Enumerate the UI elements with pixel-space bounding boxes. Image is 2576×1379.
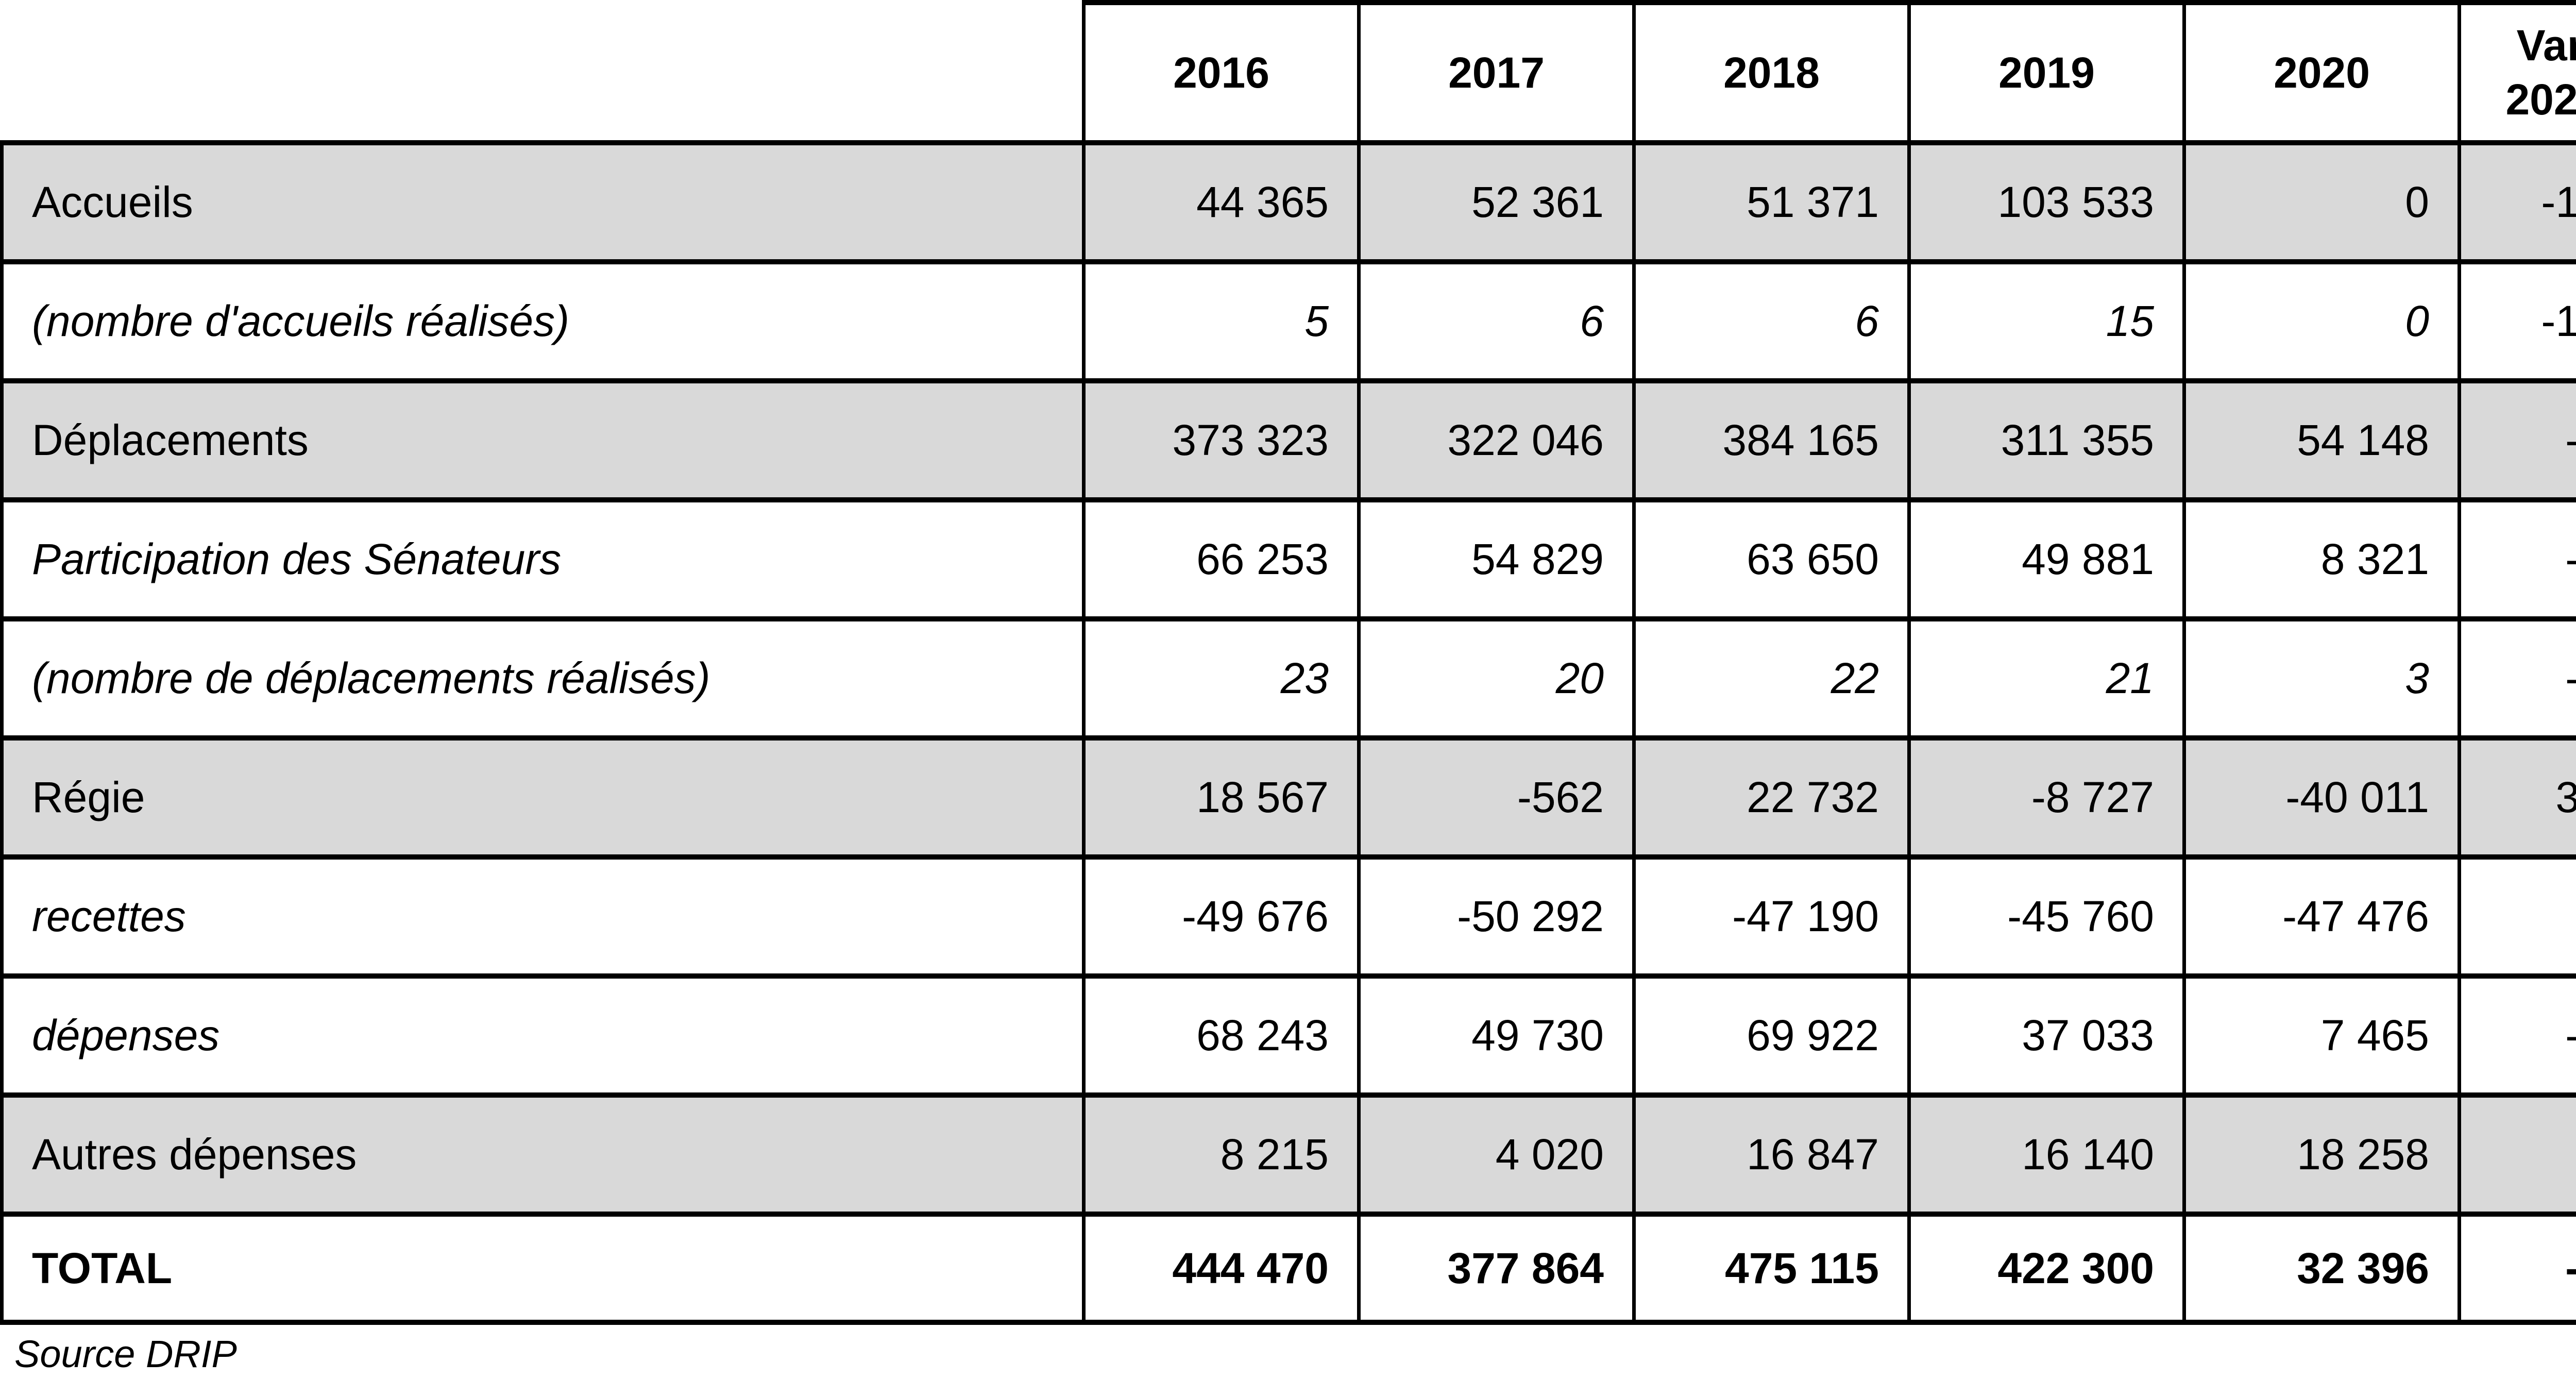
cell-value: 8 321 xyxy=(2182,497,2461,621)
variation-cell: 3,75% xyxy=(2458,854,2576,979)
table-row-accueils: Accueils 44 365 52 361 51 371 103 533 0 … xyxy=(0,140,2576,264)
cell-value: 475 115 xyxy=(1632,1212,1911,1325)
row-label: Déplacements xyxy=(0,378,1086,502)
cell-value: -562 xyxy=(1357,735,1636,860)
cell-value: 21 xyxy=(1907,616,2186,741)
cell-value: 16 847 xyxy=(1632,1092,1911,1217)
cell-value: 6 xyxy=(1632,259,1911,383)
variation-cell: -100,00% xyxy=(2458,259,2576,383)
col-header-2017: 2017 xyxy=(1357,0,1636,145)
variation-cell: 358,48% xyxy=(2458,735,2576,860)
variation-cell: -82,61% xyxy=(2458,378,2576,502)
data-table: 2016 2017 2018 2019 2020 Variation 2020/… xyxy=(0,0,2576,1325)
cell-value: 18 258 xyxy=(2182,1092,2461,1217)
cell-value: 311 355 xyxy=(1907,378,2186,502)
table-row-nombre-accueils: (nombre d'accueils réalisés) 5 6 6 15 0 … xyxy=(0,259,2576,383)
row-label: (nombre de déplacements réalisés) xyxy=(0,616,1086,741)
cell-value: 49 730 xyxy=(1357,973,1636,1098)
cell-value: 5 xyxy=(1082,259,1361,383)
row-label: dépenses xyxy=(0,973,1086,1098)
cell-value: 22 xyxy=(1632,616,1911,741)
cell-value: 49 881 xyxy=(1907,497,2186,621)
variation-cell: -79,84% xyxy=(2458,973,2576,1098)
cell-value: 66 253 xyxy=(1082,497,1361,621)
cell-value: -47 190 xyxy=(1632,854,1911,979)
table-row-autres-depenses: Autres dépenses 8 215 4 020 16 847 16 14… xyxy=(0,1092,2576,1217)
cell-value: -49 676 xyxy=(1082,854,1361,979)
row-label: Participation des Sénateurs xyxy=(0,497,1086,621)
col-header-variation: Variation 2020/2019 xyxy=(2458,0,2576,145)
cell-value: 8 215 xyxy=(1082,1092,1361,1217)
cell-value: 23 xyxy=(1082,616,1361,741)
cell-value: 0 xyxy=(2182,140,2461,264)
cell-value: 7 465 xyxy=(2182,973,2461,1098)
cell-value: 6 xyxy=(1357,259,1636,383)
cell-value: 44 365 xyxy=(1082,140,1361,264)
variation-cell: -85,71% xyxy=(2458,616,2576,741)
variation-header-line1: Variation xyxy=(2516,21,2576,70)
variation-cell: -92,33% xyxy=(2458,1212,2576,1325)
cell-value: -50 292 xyxy=(1357,854,1636,979)
variation-cell: -83,32% xyxy=(2458,497,2576,621)
cell-value: 373 323 xyxy=(1082,378,1361,502)
cell-value: 54 148 xyxy=(2182,378,2461,502)
cell-value: 16 140 xyxy=(1907,1092,2186,1217)
cell-value: 422 300 xyxy=(1907,1212,2186,1325)
cell-value: -47 476 xyxy=(2182,854,2461,979)
cell-value: -45 760 xyxy=(1907,854,2186,979)
cell-value: 444 470 xyxy=(1082,1212,1361,1325)
cell-value: 32 396 xyxy=(2182,1212,2461,1325)
table-row-regie: Régie 18 567 -562 22 732 -8 727 -40 011 … xyxy=(0,735,2576,860)
variation-cell: -100,00% xyxy=(2458,140,2576,264)
cell-value: 20 xyxy=(1357,616,1636,741)
row-label: (nombre d'accueils réalisés) xyxy=(0,259,1086,383)
cell-value: 52 361 xyxy=(1357,140,1636,264)
cell-value: 22 732 xyxy=(1632,735,1911,860)
cell-value: 51 371 xyxy=(1632,140,1911,264)
cell-value: -8 727 xyxy=(1907,735,2186,860)
col-header-2018: 2018 xyxy=(1632,0,1911,145)
cell-value: 15 xyxy=(1907,259,2186,383)
header-row: 2016 2017 2018 2019 2020 Variation 2020/… xyxy=(2,0,2576,145)
table-row-depenses: dépenses 68 243 49 730 69 922 37 033 7 4… xyxy=(0,973,2576,1098)
row-label: recettes xyxy=(0,854,1086,979)
row-label: Accueils xyxy=(0,140,1086,264)
cell-value: 3 xyxy=(2182,616,2461,741)
col-header-2020: 2020 xyxy=(2182,0,2461,145)
cell-value: 69 922 xyxy=(1632,973,1911,1098)
table-row-deplacements: Déplacements 373 323 322 046 384 165 311… xyxy=(0,378,2576,502)
cell-value: 384 165 xyxy=(1632,378,1911,502)
cell-value: 63 650 xyxy=(1632,497,1911,621)
cell-value: 68 243 xyxy=(1082,973,1361,1098)
row-label: Autres dépenses xyxy=(0,1092,1086,1217)
cell-value: 37 033 xyxy=(1907,973,2186,1098)
row-label: Régie xyxy=(0,735,1086,860)
col-header-2016: 2016 xyxy=(1082,0,1361,145)
cell-value: 54 829 xyxy=(1357,497,1636,621)
cell-value: 0 xyxy=(2182,259,2461,383)
table-row-participation-senateurs: Participation des Sénateurs 66 253 54 82… xyxy=(0,497,2576,621)
col-header-2019: 2019 xyxy=(1907,0,2186,145)
table-row-total: TOTAL 444 470 377 864 475 115 422 300 32… xyxy=(0,1212,2576,1325)
cell-value: 377 864 xyxy=(1357,1212,1636,1325)
cell-value: 18 567 xyxy=(1082,735,1361,860)
table-row-nombre-deplacements: (nombre de déplacements réalisés) 23 20 … xyxy=(0,616,2576,741)
variation-header-line2: 2020/2019 xyxy=(2505,75,2576,124)
cell-value: -40 011 xyxy=(2182,735,2461,860)
corner-cell xyxy=(2,3,1084,143)
row-label: TOTAL xyxy=(0,1212,1086,1325)
cell-value: 103 533 xyxy=(1907,140,2186,264)
cell-value: 322 046 xyxy=(1357,378,1636,502)
source-note: Source DRIP xyxy=(14,1333,237,1375)
variation-cell: 13,13% xyxy=(2458,1092,2576,1217)
table-row-recettes: recettes -49 676 -50 292 -47 190 -45 760… xyxy=(0,854,2576,979)
cell-value: 4 020 xyxy=(1357,1092,1636,1217)
